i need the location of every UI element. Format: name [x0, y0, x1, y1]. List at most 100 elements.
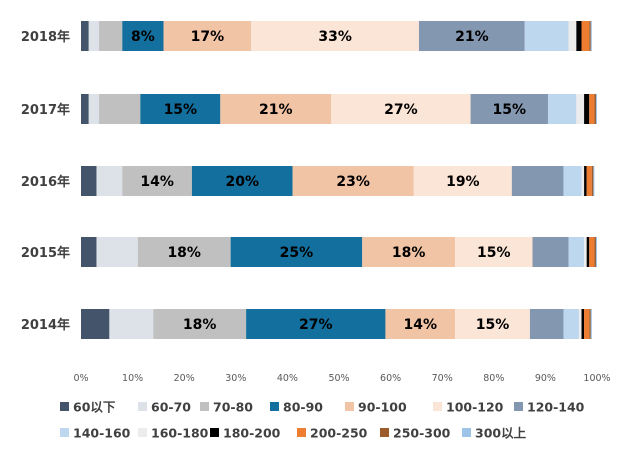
- bar-segment: [591, 166, 594, 196]
- bar-segment: [589, 94, 595, 124]
- x-tick-label: 70%: [432, 373, 453, 384]
- bar-segment: [251, 21, 419, 51]
- bar-segment: [81, 166, 97, 196]
- bar-segment: [595, 94, 597, 124]
- legend-swatch: [380, 428, 389, 437]
- x-tick-label: 20%: [174, 373, 195, 384]
- bar-segment: [563, 166, 582, 196]
- legend-label: 160-180: [151, 426, 209, 441]
- bar-segment: [81, 309, 110, 339]
- bar-segment: [153, 309, 247, 339]
- data-label: 15%: [477, 245, 511, 261]
- x-tick-label: 90%: [535, 373, 556, 384]
- bar-segment: [88, 21, 100, 51]
- category-label: 2017年: [21, 102, 70, 118]
- data-label: 18%: [183, 317, 217, 333]
- data-label: 14%: [140, 174, 174, 190]
- bar-segment: [246, 309, 386, 339]
- data-label: 27%: [299, 317, 333, 333]
- bar-segment: [589, 21, 591, 51]
- bar-segment: [99, 94, 141, 124]
- legend-swatch: [270, 402, 279, 411]
- bar-segment: [163, 21, 252, 51]
- bar-segment: [568, 21, 577, 51]
- x-tick-label: 80%: [483, 373, 504, 384]
- legend-swatch: [138, 402, 147, 411]
- x-tick-label: 40%: [277, 373, 298, 384]
- legend-label: 80-90: [283, 400, 323, 415]
- data-label: 21%: [455, 29, 489, 45]
- data-label: 20%: [225, 174, 259, 190]
- bar-segment: [385, 309, 456, 339]
- bar-segment: [584, 166, 587, 196]
- bar-segment: [586, 237, 590, 267]
- bar-segment: [593, 166, 595, 196]
- bar-segment: [576, 21, 582, 51]
- bar-segment: [455, 237, 533, 267]
- category-label: 2018年: [21, 29, 70, 45]
- data-label: 8%: [131, 29, 155, 45]
- legend-label: 300以上: [475, 426, 527, 441]
- data-label: 15%: [493, 102, 527, 118]
- legend-swatch: [60, 428, 69, 437]
- data-label: 15%: [476, 317, 510, 333]
- bar-segment: [529, 309, 564, 339]
- bar-segment: [594, 237, 596, 267]
- data-label: 21%: [259, 102, 293, 118]
- bar-segment: [470, 94, 548, 124]
- bar-segment: [418, 21, 525, 51]
- bar-segment: [140, 94, 221, 124]
- legend-label: 60-70: [151, 400, 191, 415]
- legend-label: 100-120: [446, 400, 504, 415]
- legend-label: 140-160: [73, 426, 131, 441]
- legend-swatch: [433, 402, 442, 411]
- legend-label: 90-100: [358, 400, 407, 415]
- bar-segment: [584, 237, 587, 267]
- bar-segment: [547, 94, 577, 124]
- category-label: 2015年: [21, 245, 70, 261]
- data-label: 25%: [280, 245, 314, 261]
- legend-swatch: [462, 428, 471, 437]
- legend-label: 250-300: [393, 426, 451, 441]
- legend-swatch: [60, 402, 69, 411]
- bar-segment: [81, 237, 97, 267]
- bar-segment: [137, 237, 231, 267]
- bar-segment: [511, 166, 564, 196]
- x-tick-label: 0%: [73, 373, 88, 384]
- bar-segment: [220, 94, 332, 124]
- bar-segment: [292, 166, 414, 196]
- bar-segment: [81, 94, 89, 124]
- bar-segment: [524, 21, 569, 51]
- bar-segment: [594, 94, 596, 124]
- data-label: 27%: [384, 102, 418, 118]
- data-label: 19%: [446, 174, 480, 190]
- data-label: 23%: [336, 174, 370, 190]
- bar-segment: [578, 309, 582, 339]
- legend-label: 120-140: [527, 400, 585, 415]
- x-axis: 0% 10% 20% 30% 40% 50% 60% 70% 80% 90% 100%: [73, 373, 610, 384]
- legend-label: 70-80: [213, 400, 253, 415]
- bar-segment: [532, 237, 569, 267]
- legend-label: 60以下: [73, 400, 116, 415]
- bar-segment: [331, 94, 471, 124]
- bar-segment: [96, 166, 123, 196]
- bar-segment: [581, 21, 590, 51]
- bar-segment: [455, 309, 530, 339]
- bar-segment: [595, 237, 597, 267]
- bar-segment: [81, 21, 89, 51]
- bar-segment: [589, 309, 591, 339]
- bar-segment: [568, 237, 585, 267]
- category-label: 2016年: [21, 174, 70, 190]
- legend-swatch: [138, 428, 147, 437]
- x-tick-label: 50%: [328, 373, 349, 384]
- bar-segment: [122, 21, 164, 51]
- legend-swatch: [514, 402, 523, 411]
- bar-segment: [362, 237, 456, 267]
- bar-segment: [230, 237, 363, 267]
- bar-segment: [88, 94, 100, 124]
- x-tick-label: 30%: [225, 373, 246, 384]
- bar-segment: [590, 309, 592, 339]
- bar-segment: [581, 166, 585, 196]
- bar-segment: [109, 309, 154, 339]
